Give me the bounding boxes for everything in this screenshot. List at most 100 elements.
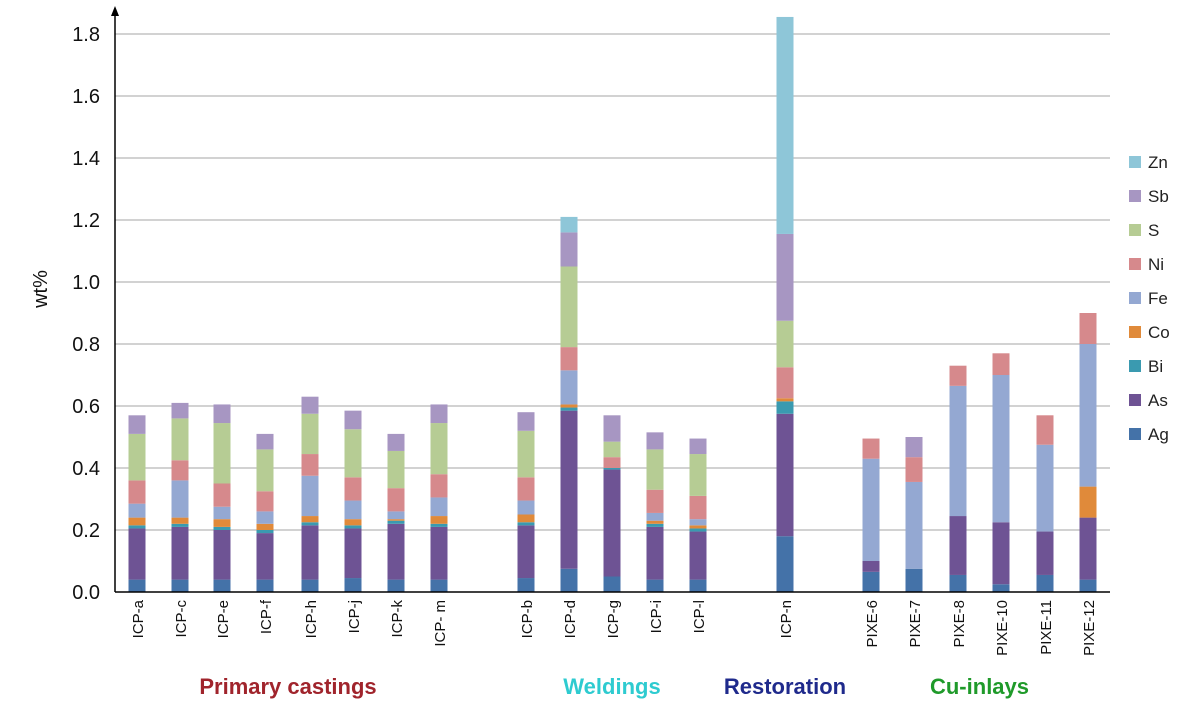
bar-stack <box>128 415 146 592</box>
bar-segment-ni <box>646 489 664 513</box>
bar-segment-ni <box>1079 313 1097 344</box>
bar-segment-sb <box>517 412 535 431</box>
bar-segment-sb <box>256 433 274 450</box>
x-tick-label: ICP-b <box>519 600 536 638</box>
legend-label: S <box>1148 221 1159 240</box>
legend-item: Sb <box>1129 187 1169 206</box>
bar-segment-fe <box>862 458 880 561</box>
bar-segment-ag <box>862 571 880 592</box>
bar-segment-as <box>992 522 1010 585</box>
bar-stacks <box>128 16 1097 592</box>
bar-segment-ni <box>603 457 621 468</box>
bar-segment-s <box>344 429 362 478</box>
legend-item: Bi <box>1129 357 1163 376</box>
bar-segment-ni <box>213 483 231 507</box>
y-tick-labels: 0.0 0.2 0.4 0.6 0.8 1.0 1.2 1.4 1.6 1.8 <box>72 24 100 604</box>
bar-segment-ag <box>646 579 664 592</box>
bar-segment-fe <box>344 500 362 520</box>
bar-segment-s <box>301 413 319 455</box>
bar-segment-as <box>387 523 405 580</box>
bar-segment-ni <box>387 488 405 512</box>
bar-segment-co <box>301 516 319 523</box>
y-axis-arrow <box>111 6 119 16</box>
x-tick-label: ICP-e <box>215 600 232 638</box>
x-tick-label: PIXE-8 <box>951 600 968 648</box>
bar-segment-bi <box>603 468 621 470</box>
bar-segment-co <box>344 519 362 526</box>
bar-segment-fe <box>949 385 967 517</box>
bar-segment-fe <box>128 503 146 518</box>
bar-segment-sb <box>560 232 578 267</box>
bar-segment-ni <box>1036 415 1054 445</box>
bar-segment-fe <box>1036 444 1054 532</box>
y-tick-label: 1.6 <box>72 86 100 108</box>
bar-segment-co <box>213 519 231 527</box>
bar-segment-co <box>256 523 274 530</box>
bar-stack <box>387 433 405 592</box>
bar-segment-sb <box>689 438 707 455</box>
bar-segment-bi <box>128 525 146 529</box>
bar-stack <box>560 216 578 592</box>
bar-segment-bi <box>689 528 707 532</box>
bar-segment-ni <box>905 457 923 482</box>
legend: Zn Sb S Ni Fe Co Bi As Ag <box>1129 153 1170 444</box>
bar-segment-s <box>689 454 707 496</box>
x-tick-labels: ICP-a ICP-c ICP-e ICP-f ICP-h ICP-j ICP-k ICP- … <box>130 599 1098 656</box>
bar-stack <box>776 16 794 592</box>
legend-label: Fe <box>1148 289 1168 308</box>
bar-segment-co <box>171 517 189 524</box>
bar-segment-as <box>128 528 146 580</box>
bar-segment-sb <box>905 437 923 458</box>
group-label: Cu-inlays <box>929 674 1030 699</box>
x-tick-label: ICP-n <box>778 600 795 638</box>
bar-segment-ag <box>301 579 319 592</box>
bar-segment-as <box>560 410 578 569</box>
legend-label: Sb <box>1148 187 1169 206</box>
bar-segment-co <box>430 516 448 524</box>
bar-segment-ni <box>171 460 189 481</box>
bar-segment-ni <box>689 495 707 520</box>
bar-stack <box>213 404 231 592</box>
legend-item: Ag <box>1129 425 1169 444</box>
bar-stack <box>301 396 319 592</box>
y-tick-label: 1.0 <box>72 272 100 294</box>
bar-segment-ag <box>949 574 967 592</box>
legend-item: Fe <box>1129 289 1168 308</box>
y-tick-label: 1.8 <box>72 24 100 46</box>
bar-segment-bi <box>256 530 274 534</box>
bar-segment-as <box>517 525 535 579</box>
legend-label: Ag <box>1148 425 1169 444</box>
bar-segment-ni <box>344 477 362 501</box>
bar-segment-sb <box>387 433 405 451</box>
bar-segment-ag <box>344 578 362 592</box>
legend-swatch <box>1129 190 1141 202</box>
bar-segment-bi <box>430 523 448 527</box>
x-tick-label: PIXE-10 <box>994 600 1011 656</box>
bar-segment-ag <box>560 568 578 592</box>
bar-segment-s <box>776 320 794 368</box>
bar-segment-bi <box>517 522 535 526</box>
y-tick-label: 0.6 <box>72 396 100 418</box>
bar-segment-ag <box>213 579 231 592</box>
bar-segment-ni <box>560 347 578 371</box>
bar-stack <box>517 412 535 592</box>
bar-segment-bi <box>171 523 189 527</box>
legend-swatch <box>1129 326 1141 338</box>
bar-segment-bi <box>213 526 231 530</box>
x-tick-label: ICP-c <box>173 600 190 638</box>
legend-swatch <box>1129 258 1141 270</box>
bar-segment-ag <box>387 579 405 592</box>
bar-stack <box>646 432 664 592</box>
x-tick-label: PIXE-7 <box>907 600 924 648</box>
bar-stack <box>603 415 621 592</box>
bar-segment-as <box>344 528 362 579</box>
bar-segment-sb <box>344 410 362 430</box>
bar-segment-ag <box>430 579 448 592</box>
legend-item: As <box>1129 391 1168 410</box>
bar-segment-fe <box>560 370 578 405</box>
y-tick-label: 1.4 <box>72 148 100 170</box>
bar-segment-as <box>646 526 664 580</box>
bar-segment-fe <box>301 475 319 517</box>
bar-segment-as <box>862 561 880 572</box>
